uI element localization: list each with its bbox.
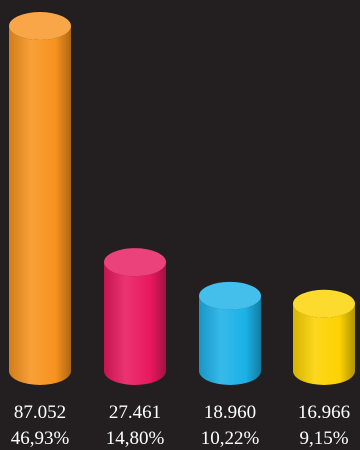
value-label-2: 27.461	[109, 402, 161, 423]
percent-label-3: 10,22%	[201, 428, 260, 449]
bar-1	[9, 26, 71, 385]
bar-3	[199, 295, 261, 385]
bar-3-top	[199, 281, 261, 310]
value-label-1: 87.052	[14, 402, 66, 423]
percent-label-4: 9,15%	[299, 428, 348, 449]
value-label-3: 18.960	[204, 402, 256, 423]
bar-1-top	[9, 12, 71, 40]
bar-2-top	[104, 248, 166, 277]
value-label-4: 16.966	[298, 402, 350, 423]
percent-label-1: 46,93%	[11, 428, 70, 449]
bar-2	[104, 262, 166, 385]
bar-4-top	[293, 289, 355, 318]
bars-group	[9, 12, 355, 385]
percent-label-2: 14,80%	[106, 428, 165, 449]
bar-4	[293, 303, 355, 385]
labels-group: 87.052 46,93% 27.461 14,80% 18.960 10,22% 16.9…	[11, 402, 350, 449]
